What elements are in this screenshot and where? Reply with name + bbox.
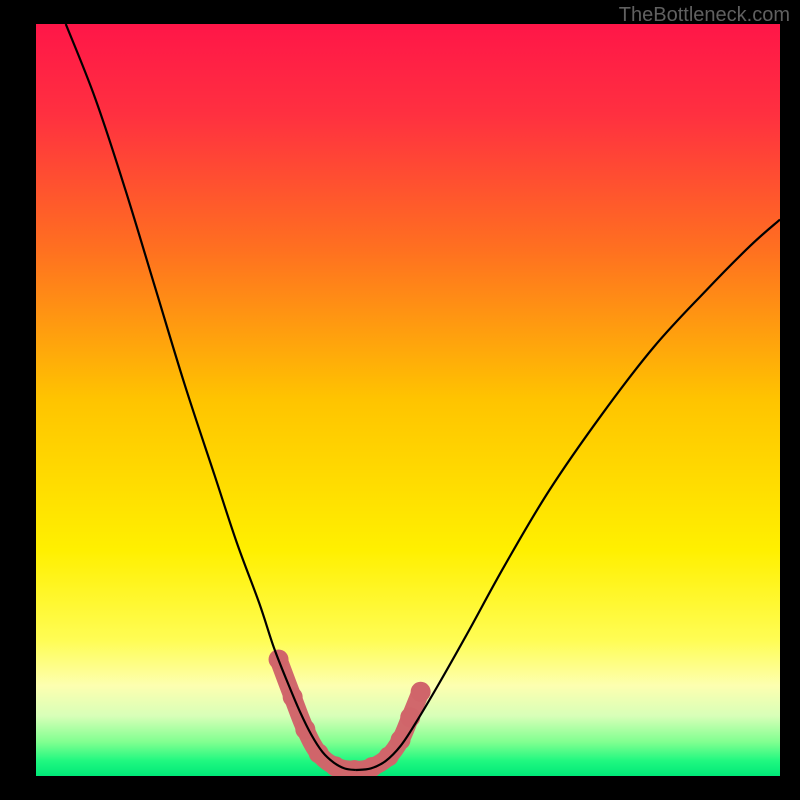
chart-svg [36,24,780,776]
gradient-background [36,24,780,776]
watermark-text: TheBottleneck.com [619,4,790,27]
plot-area [36,24,780,776]
